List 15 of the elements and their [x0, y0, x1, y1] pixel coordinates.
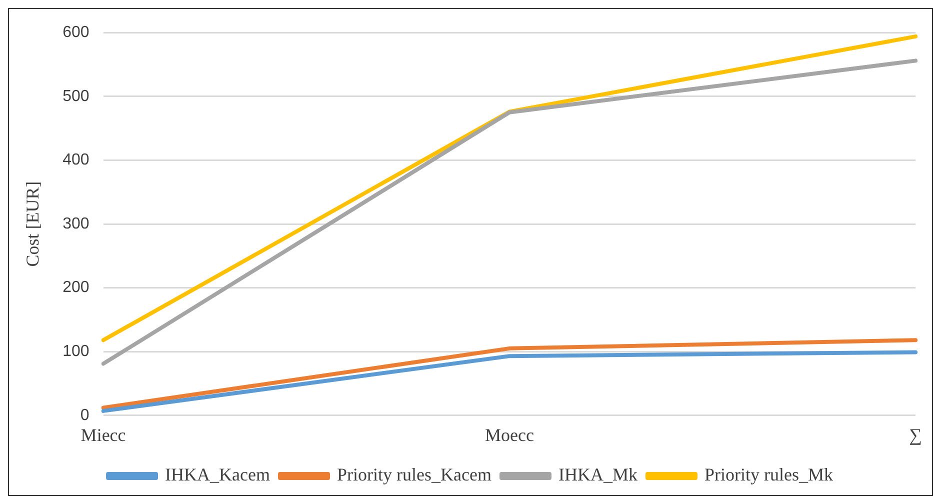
legend-label: Priority rules_Kacem — [337, 464, 492, 485]
y-tick-label: 0 — [80, 406, 90, 424]
y-axis-title: Cost [EUR] — [22, 181, 43, 267]
legend-label: Priority rules_Mk — [704, 464, 833, 485]
y-tick-label: 400 — [62, 152, 90, 169]
x-tick-label: Moecc — [484, 424, 534, 445]
y-tick-label: 100 — [62, 343, 90, 360]
y-tick-label: 300 — [62, 215, 90, 232]
legend-label: IHKA_Kacem — [165, 464, 270, 485]
y-tick-label: 500 — [62, 88, 90, 105]
y-tick-label: 200 — [62, 279, 90, 296]
y-tick-label: 600 — [62, 24, 90, 42]
legend-label: IHKA_Mk — [558, 464, 638, 485]
x-tick-label: ∑ — [909, 424, 922, 445]
x-tick-label: Miecc — [80, 424, 126, 445]
